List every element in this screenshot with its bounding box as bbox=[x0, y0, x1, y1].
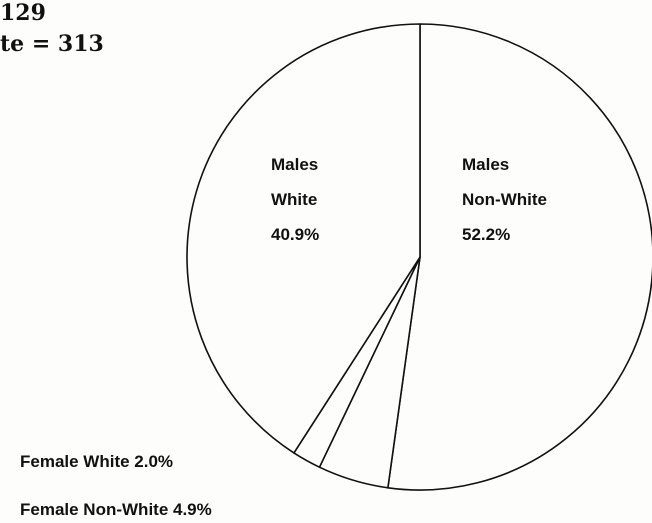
header-line-1: 129 bbox=[0, 0, 46, 26]
header-line-2: te = 313 bbox=[0, 31, 104, 57]
pie-slice-males-non-white bbox=[387, 23, 652, 491]
slice-label-males-non-white-line-3: 52.2% bbox=[462, 225, 510, 244]
slice-label-males-white-line-2: White bbox=[271, 190, 317, 209]
pie-labels: Males Non-White 52.2% Female Non-White 4.9%… bbox=[20, 155, 547, 519]
slice-label-female-non-white: Female Non-White 4.9% bbox=[20, 500, 212, 519]
slice-label-males-non-white-line-1: Males bbox=[462, 155, 509, 174]
slice-label-males-non-white-line-2: Non-White bbox=[462, 190, 547, 209]
slice-label-female-white: Female White 2.0% bbox=[20, 452, 173, 471]
slice-label-males-white-line-1: Males bbox=[271, 155, 318, 174]
pie-slices bbox=[186, 23, 652, 491]
slice-label-males-white-line-3: 40.9% bbox=[271, 225, 319, 244]
pie-slice-males-white bbox=[186, 23, 421, 454]
